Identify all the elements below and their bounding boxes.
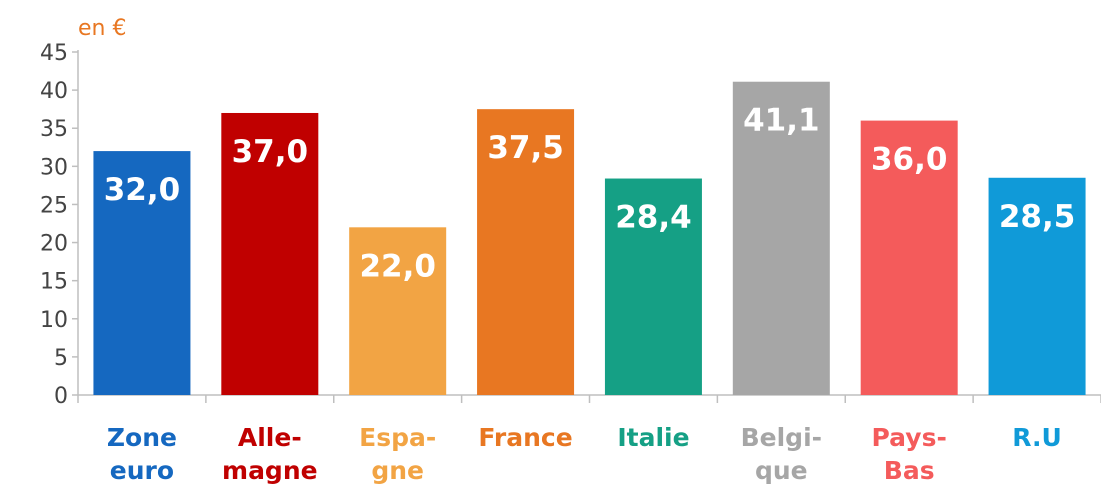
y-tick-label: 30 <box>40 155 68 180</box>
category-label: euro <box>110 456 174 485</box>
bar-value-label: 37,0 <box>232 134 309 170</box>
value-labels: 32,0 37,0 22,0 37,5 28,4 41,1 36,0 28,5 <box>104 103 1076 285</box>
category-label: magne <box>222 456 318 485</box>
y-tick-label: 25 <box>40 193 68 218</box>
category-label: Italie <box>617 423 689 452</box>
bar <box>988 177 1086 395</box>
category-label: Zone <box>107 423 177 452</box>
category-label: Bas <box>884 456 935 485</box>
category-label: Espa- <box>359 423 436 452</box>
y-tick-label: 10 <box>40 308 68 333</box>
bar-value-label: 32,0 <box>104 172 181 208</box>
y-tick-label: 5 <box>54 346 68 371</box>
category-label: Belgi- <box>741 423 822 452</box>
bar <box>349 227 447 395</box>
y-axis: 0 5 10 15 20 25 30 35 40 45 <box>40 41 79 409</box>
category-label: Pays- <box>872 423 947 452</box>
bar-value-label: 28,4 <box>615 200 692 236</box>
category-label: Alle- <box>238 423 302 452</box>
y-tick-label: 45 <box>40 41 68 66</box>
category-label: R.U <box>1012 423 1062 452</box>
bar-value-label: 36,0 <box>871 142 948 178</box>
x-axis <box>77 394 1101 403</box>
category-label: gne <box>371 456 424 485</box>
y-tick-label: 20 <box>40 232 68 257</box>
bar <box>732 81 830 395</box>
unit-label: en € <box>78 16 126 41</box>
bar <box>604 178 702 395</box>
bar-value-label: 28,5 <box>999 199 1076 235</box>
category-label: France <box>478 423 572 452</box>
bar-value-label: 22,0 <box>359 248 436 284</box>
category-labels: Zone euro Alle-magne Espa-gne France Italie Be… <box>107 423 1062 485</box>
y-tick-label: 40 <box>40 79 68 104</box>
category-label: que <box>755 456 808 485</box>
y-tick-label: 15 <box>40 270 68 295</box>
bar-value-label: 41,1 <box>743 103 820 139</box>
y-tick-label: 0 <box>54 384 68 409</box>
bar <box>221 112 319 395</box>
y-tick-label: 35 <box>40 117 68 142</box>
bars <box>93 81 1086 396</box>
bar <box>477 109 575 396</box>
bar-value-label: 37,5 <box>487 130 564 166</box>
bar <box>860 120 958 395</box>
bar <box>93 151 191 395</box>
